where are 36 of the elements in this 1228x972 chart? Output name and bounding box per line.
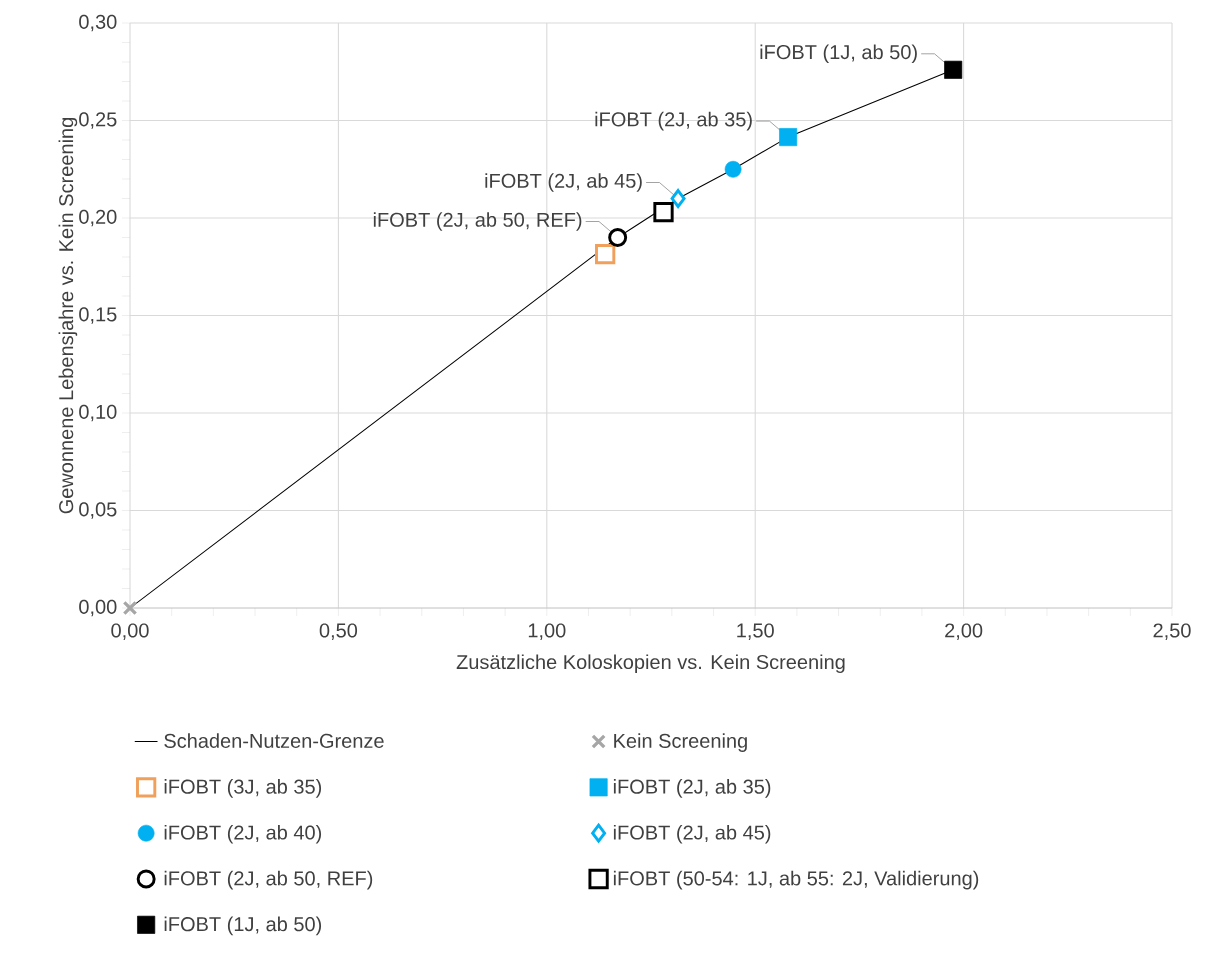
legend-label: iFOBT (2J, ab 35): [613, 779, 771, 798]
x-tick-label: 1,50: [737, 623, 774, 640]
point: [608, 228, 628, 247]
y-tick-label: 0,00: [79, 599, 117, 617]
legend-label: Kein Screening: [614, 733, 747, 752]
point: [122, 600, 138, 616]
legend-label: iFOBT (2J, ab 50, REF): [164, 870, 373, 890]
legend-label: Schaden-Nutzen-Grenze: [164, 733, 384, 748]
point: [670, 189, 686, 208]
y-tick-label: 0,10: [79, 404, 117, 422]
annotation: iFOBT (2J, ab 45): [485, 173, 642, 192]
point: [944, 60, 963, 79]
x-tick-label: 2,00: [945, 623, 983, 640]
y-tick-label: 0,05: [79, 502, 117, 519]
point: [724, 160, 742, 178]
legend-label: iFOBT (3J, ab 35): [164, 779, 322, 798]
y-tick-label: 0,15: [79, 307, 117, 324]
y-tick-label: 0,25: [79, 112, 117, 129]
legend-label: iFOBT (2J, ab 40): [164, 824, 322, 844]
point: [595, 243, 616, 265]
legend-label: iFOBT (2J, ab 45): [613, 824, 771, 844]
y-tick-label: 0,20: [79, 209, 117, 227]
y-axis-title: Gewonnene Lebensjahre vs. Kein Screening: [58, 118, 78, 514]
annotation: iFOBT (2J, ab 50, REF): [373, 212, 582, 231]
y-tick-label: 0,30: [79, 14, 117, 32]
legend-label: iFOBT (1J, ab 50): [164, 916, 322, 936]
x-tick-label: 0,50: [319, 623, 358, 640]
x-axis-title: Zusätzliche Koloskopien vs. Kein Screening: [456, 654, 845, 674]
point: [779, 128, 798, 147]
x-tick-label: 1,00: [528, 623, 566, 640]
point: [653, 202, 674, 223]
annotation: iFOBT (1J, ab 50): [760, 44, 917, 64]
x-tick-label: 2,50: [1153, 623, 1191, 640]
x-tick-label: 0,00: [111, 623, 149, 640]
legend-label: iFOBT (50-54: 1J, ab 55: 2J, Validierung): [613, 870, 979, 890]
annotation: iFOBT (2J, ab 35): [595, 111, 752, 131]
